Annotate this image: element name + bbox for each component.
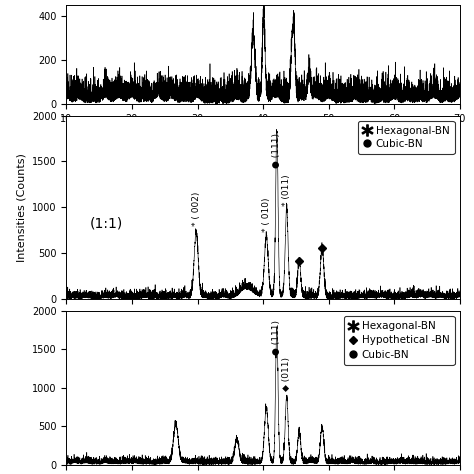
Y-axis label: Intensities (Counts): Intensities (Counts) bbox=[17, 153, 27, 262]
Text: ● (111): ● (111) bbox=[273, 133, 282, 168]
Text: * ( 010): * ( 010) bbox=[262, 198, 271, 232]
Legend: Hexagonal-BN, Cubic-BN: Hexagonal-BN, Cubic-BN bbox=[358, 121, 455, 155]
Text: * ( 002): * ( 002) bbox=[191, 191, 201, 226]
Legend: Hexagonal-BN, Hypothetical -BN, Cubic-BN: Hexagonal-BN, Hypothetical -BN, Cubic-BN bbox=[344, 316, 455, 365]
Text: ● (111): ● (111) bbox=[273, 319, 282, 355]
Text: * (011): * (011) bbox=[282, 174, 291, 206]
Text: ◆ (011): ◆ (011) bbox=[282, 357, 291, 392]
Text: (1:1): (1:1) bbox=[89, 217, 123, 231]
